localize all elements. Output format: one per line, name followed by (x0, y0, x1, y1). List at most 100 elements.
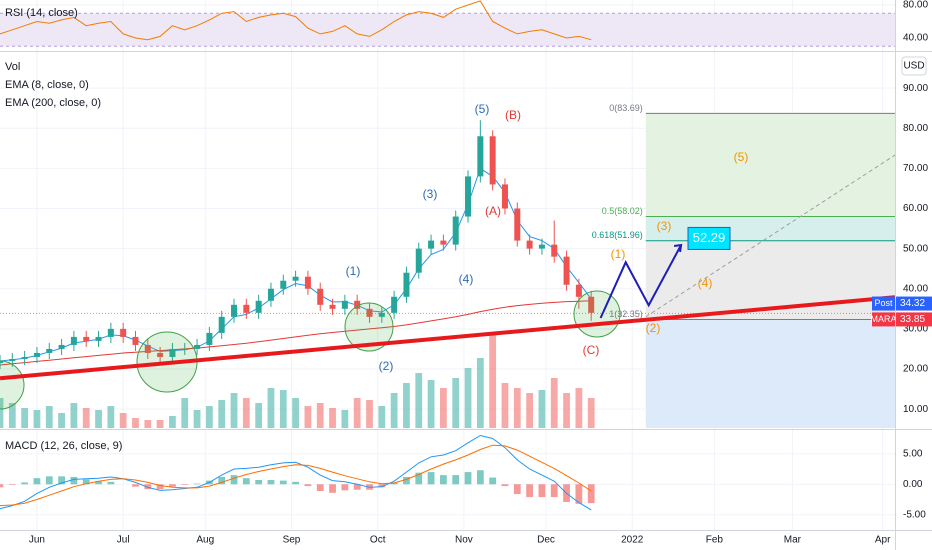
x-tick-label: Aug (196, 535, 214, 546)
macd-histogram-bar (0, 484, 4, 488)
y-tick-label: 20.00 (903, 364, 928, 375)
wave-label: (3) (423, 187, 438, 201)
wave-label: (A) (485, 204, 501, 218)
candle-body (58, 344, 65, 349)
macd-histogram-bar (292, 481, 299, 485)
wave-label: (2) (646, 321, 661, 335)
wave-label: (B) (505, 108, 521, 122)
volume-bar (193, 410, 201, 428)
candle-body (169, 348, 176, 357)
price-tag-value: 34.32 (900, 298, 925, 309)
y-tick-label: 40.00 (903, 283, 928, 294)
candle-body (440, 240, 447, 245)
fib-zone (645, 319, 895, 428)
highlight-circle (0, 360, 25, 410)
candle-body (501, 184, 508, 209)
x-tick-label: Oct (370, 535, 386, 546)
y-tick-label: 90.00 (903, 83, 928, 94)
candle-body (243, 304, 250, 313)
volume-bar (45, 406, 53, 428)
wave-label: (1) (346, 264, 361, 278)
rsi-line (0, 0, 592, 41)
highlight-circle (344, 302, 394, 352)
volume-bar (587, 398, 595, 428)
macd-histogram-bar (587, 484, 595, 504)
volume-bar (378, 406, 386, 428)
macd-histogram-bar (440, 475, 447, 485)
volume-bar (95, 410, 102, 428)
volume-bar (0, 398, 4, 428)
candle-body (317, 288, 324, 305)
y-tick-label: 40.00 (903, 33, 928, 44)
volume-bar (415, 373, 423, 428)
x-tick-label: Feb (706, 535, 724, 546)
price-tag-box (896, 312, 932, 327)
arrow-head (673, 243, 683, 253)
macd-histogram-bar (403, 476, 410, 485)
candle-body (391, 296, 398, 313)
x-tick-label: Nov (455, 535, 473, 546)
y-tick-label: 80.00 (903, 0, 928, 11)
macd-histogram-bar (550, 484, 558, 498)
volume-bar (464, 368, 472, 428)
volume-bar (267, 388, 275, 428)
macd-histogram-bar (526, 484, 533, 498)
volume-bar (255, 403, 263, 428)
macd-title: MACD (12, 26, close, 9) (5, 440, 122, 452)
macd-histogram-bar (575, 484, 583, 504)
volume-bar (279, 390, 287, 428)
candle-body (341, 300, 348, 309)
fib-zone (645, 240, 895, 320)
fib-label: 0.5(58.02) (602, 206, 643, 216)
volume-bar (119, 413, 127, 428)
macd-histogram-bar (378, 484, 386, 488)
price-tag-value: 33.85 (900, 314, 925, 325)
volume-bar (550, 378, 558, 428)
volume-bar (156, 420, 164, 428)
macd-histogram-bar (255, 480, 263, 485)
wave-label: (4) (459, 272, 474, 286)
candle-body (551, 244, 558, 257)
price-tag-name-box (872, 296, 895, 311)
candle-body (0, 360, 3, 363)
candle-body (354, 300, 361, 309)
volume-bar (366, 400, 373, 428)
macd-histogram-bar (501, 484, 509, 487)
volume-bar (132, 418, 139, 428)
volume-bar (33, 410, 41, 428)
y-tick-label: 50.00 (903, 243, 928, 254)
candle-body (218, 316, 225, 333)
macd-histogram-bar (489, 477, 497, 485)
macd-histogram-bar (304, 484, 312, 487)
currency-box[interactable] (901, 56, 927, 76)
candle-body (465, 176, 472, 217)
candle-body (403, 272, 410, 297)
volume-bar (70, 403, 78, 428)
volume-bar (144, 420, 152, 428)
macd-histogram-bar (218, 476, 226, 485)
rsi-title: RSI (14, close) (5, 7, 78, 19)
macd-histogram-bar (132, 484, 139, 487)
macd-histogram-bar (181, 484, 189, 485)
currency: USD (903, 61, 924, 72)
fib-zone (645, 113, 895, 217)
volume-bar (8, 403, 16, 428)
volume-bar (21, 408, 29, 428)
candle-body (107, 328, 114, 337)
y-tick-label: 30.00 (903, 324, 928, 335)
candle-body (489, 136, 496, 185)
y-tick-label: 60.00 (903, 203, 928, 214)
macd-histogram-bar (107, 481, 115, 485)
highlight-circle (573, 290, 621, 338)
macd-histogram-bar (58, 476, 65, 485)
volume-bar (513, 388, 521, 428)
y-tick-label: 0.00 (903, 479, 923, 490)
price-tag-name-box (872, 312, 895, 327)
legend-entry: EMA (8, close, 0) (5, 79, 89, 91)
wave-label: (3) (657, 219, 672, 233)
volume-bar (58, 413, 65, 428)
candle-body (378, 312, 385, 317)
macd-histogram-bar (169, 484, 176, 487)
macd-histogram-bar (21, 482, 29, 485)
